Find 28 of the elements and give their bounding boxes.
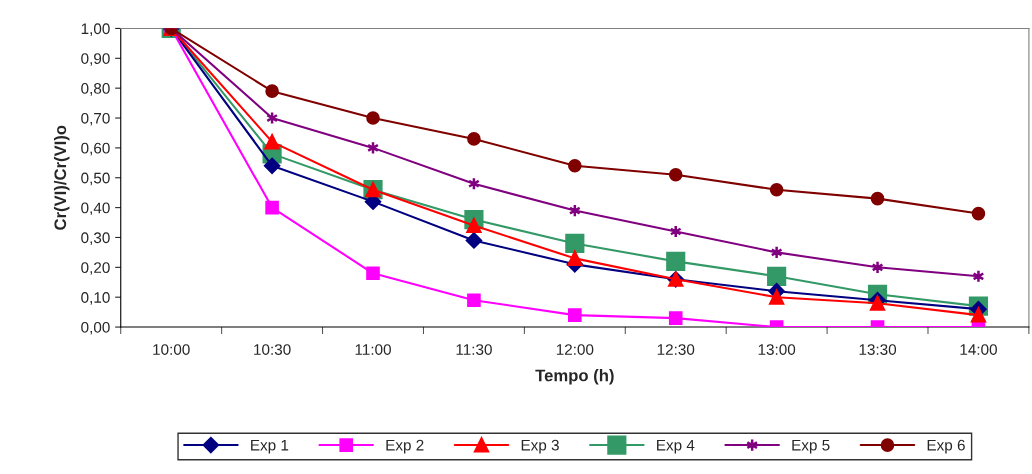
- y-tick-label: 0,60: [81, 142, 110, 156]
- y-tick-label: 0,80: [81, 83, 110, 96]
- x-tick-label: 14:00: [960, 344, 997, 355]
- y-tick-label: 0,40: [81, 202, 110, 216]
- y-tick-label: 0,10: [81, 292, 110, 305]
- y-tick-label: 0,20: [81, 262, 110, 275]
- legend-label: Exp 6: [927, 439, 965, 454]
- legend-label: Exp 5: [792, 439, 830, 454]
- legend-label: Exp 2: [386, 439, 424, 454]
- x-axis-title: Tempo (h): [535, 369, 614, 385]
- x-tick-label: 10:00: [153, 344, 190, 355]
- x-tick-label: 11:30: [456, 344, 492, 355]
- x-tick-label: 11:00: [355, 344, 391, 355]
- y-tick-label: 0,30: [81, 232, 110, 245]
- legend-label: Exp 1: [251, 439, 289, 454]
- x-tick-label: 12:30: [657, 344, 695, 355]
- y-tick-label: 0,00: [81, 321, 110, 335]
- y-tick-label: 1,00: [81, 23, 110, 36]
- legend-label: Exp 3: [521, 439, 559, 454]
- y-tick-label: 0,70: [81, 112, 110, 126]
- x-tick-label: 12:00: [556, 344, 594, 355]
- x-tick-label: 10:30: [254, 344, 291, 355]
- x-tick-label: 13:30: [859, 344, 897, 355]
- y-tick-label: 0,90: [81, 53, 110, 66]
- y-axis-title: Cr(VI)/Cr(VI)o: [53, 125, 70, 230]
- legend-label: Exp 4: [657, 439, 695, 454]
- y-tick-label: 0,50: [81, 172, 110, 186]
- x-tick-label: 13:00: [758, 344, 796, 355]
